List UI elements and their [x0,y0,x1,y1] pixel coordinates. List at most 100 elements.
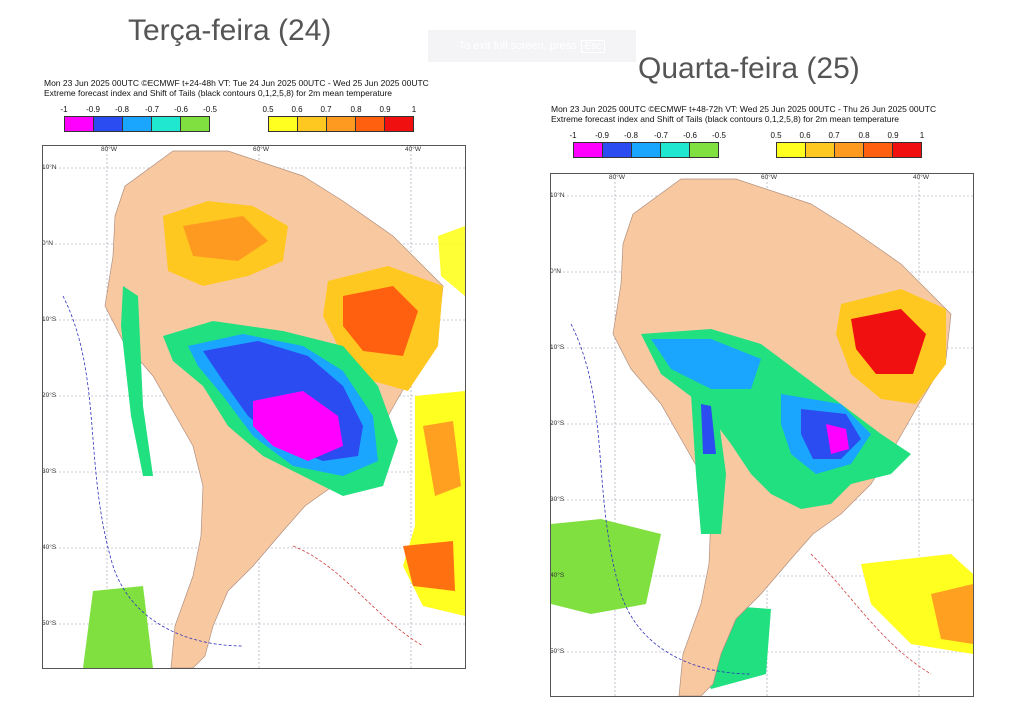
lat-label: 0°N [550,268,561,275]
tick: 0.7 [828,131,840,140]
pos-color-scale [776,142,922,158]
panel-title: Quarta-feira (25) [638,52,860,85]
neg-color-scale [573,142,719,158]
andes-cold-core [701,404,716,454]
lat-label: 50°S [550,648,565,655]
map-canvas [43,146,465,668]
scale-box [892,142,922,158]
efi-map: 10°N 0°N 10°S 20°S 30°S 40°S 50°S 80°W 6… [550,173,974,697]
scale-box [602,142,631,158]
tick: 0.8 [350,105,362,114]
sot-contour [62,295,244,647]
tick: 0.9 [379,105,391,114]
tick: -0.9 [86,105,100,114]
lat-label: 20°S [550,420,565,427]
scale-box [93,116,122,132]
warm-anomaly-north-core [183,216,268,261]
lat-label: 20°S [42,392,57,399]
neg-scale-ticks: -1 -0.9 -0.8 -0.7 -0.6 -0.5 [569,131,725,141]
tick: -0.8 [624,131,638,140]
scale-box [834,142,863,158]
tick: 1 [411,105,417,114]
sot-contour [810,553,932,675]
lat-label: 40°S [550,572,565,579]
pos-scale-ticks: 0.5 0.6 0.7 0.8 0.9 1 [262,105,417,115]
scale-box [180,116,210,132]
scale-box [122,116,151,132]
lon-label: 80°W [101,146,117,153]
fullscreen-hint-text: To exit full screen, press [458,40,577,52]
tick: 0.8 [858,131,870,140]
ocean-warm-patch [438,226,465,296]
scale-box [660,142,689,158]
ocean-warm-core [423,421,461,496]
scale-box [355,116,384,132]
ocean-warm-core [931,584,973,644]
tick: 0.5 [770,131,782,140]
sot-contour [570,323,752,675]
lat-label: 10°N [42,164,57,171]
tick: -0.7 [145,105,159,114]
header-line-validity: Mon 23 Jun 2025 00UTC ©ECMWF t+24-48h VT… [44,78,429,88]
tick: -0.6 [683,131,697,140]
header-line-description: Extreme forecast index and Shift of Tail… [551,114,900,124]
scale-box [297,116,326,132]
tick: 0.7 [320,105,332,114]
lat-label: 40°S [42,544,57,551]
tick: -0.8 [115,105,129,114]
lat-label: 10°S [42,316,57,323]
cold-anomaly-extreme [826,424,849,454]
tick: -0.5 [203,105,217,114]
scale-box [805,142,834,158]
tick: -1 [569,131,577,140]
neg-scale-ticks: -1 -0.9 -0.8 -0.7 -0.6 -0.5 [60,105,216,115]
tick: -1 [60,105,68,114]
tick: 1 [919,131,925,140]
neg-color-scale [64,116,210,132]
scale-box [268,116,297,132]
lat-label: 50°S [42,620,57,627]
cold-anomaly-mid [651,339,761,389]
lat-label: 30°S [550,496,565,503]
scale-box [64,116,93,132]
fullscreen-exit-hint: To exit full screen, press Esc [428,30,636,62]
lon-label: 40°W [913,174,929,181]
cold-anomaly-extreme [253,391,343,461]
scale-box [689,142,719,158]
tick: 0.6 [799,131,811,140]
warm-anomaly-northeast-core [343,286,418,356]
tick: -0.6 [174,105,188,114]
pos-scale-ticks: 0.5 0.6 0.7 0.8 0.9 1 [770,131,925,141]
lat-label: 10°N [550,192,565,199]
warm-anomaly-northeast-core [851,309,926,374]
map-canvas [551,174,973,696]
tick: -0.5 [712,131,726,140]
ocean-cold-patch [83,586,153,668]
scale-box [151,116,180,132]
tick: -0.9 [595,131,609,140]
scale-box [326,116,355,132]
lon-label: 80°W [609,174,625,181]
andes-cold-strip [121,286,153,476]
lon-label: 40°W [405,146,421,153]
esc-key-badge: Esc [580,39,606,53]
panel-title: Terça-feira (24) [128,14,332,47]
header-line-description: Extreme forecast index and Shift of Tail… [44,88,393,98]
scale-box [776,142,805,158]
tick: 0.9 [887,131,899,140]
lat-label: 30°S [42,468,57,475]
lon-label: 60°W [761,174,777,181]
andes-cold-strip [691,394,726,534]
scale-box [384,116,414,132]
tick: 0.5 [262,105,274,114]
lon-label: 60°W [253,146,269,153]
tick: -0.7 [654,131,668,140]
ocean-cold-patch [551,519,661,614]
tick: 0.6 [291,105,303,114]
pos-color-scale [268,116,414,132]
scale-box [573,142,602,158]
sot-contour [292,545,424,647]
efi-map: 10°N 0°N 10°S 20°S 30°S 40°S 50°S 80°W 6… [42,145,466,669]
scale-box [863,142,892,158]
scale-box [631,142,660,158]
